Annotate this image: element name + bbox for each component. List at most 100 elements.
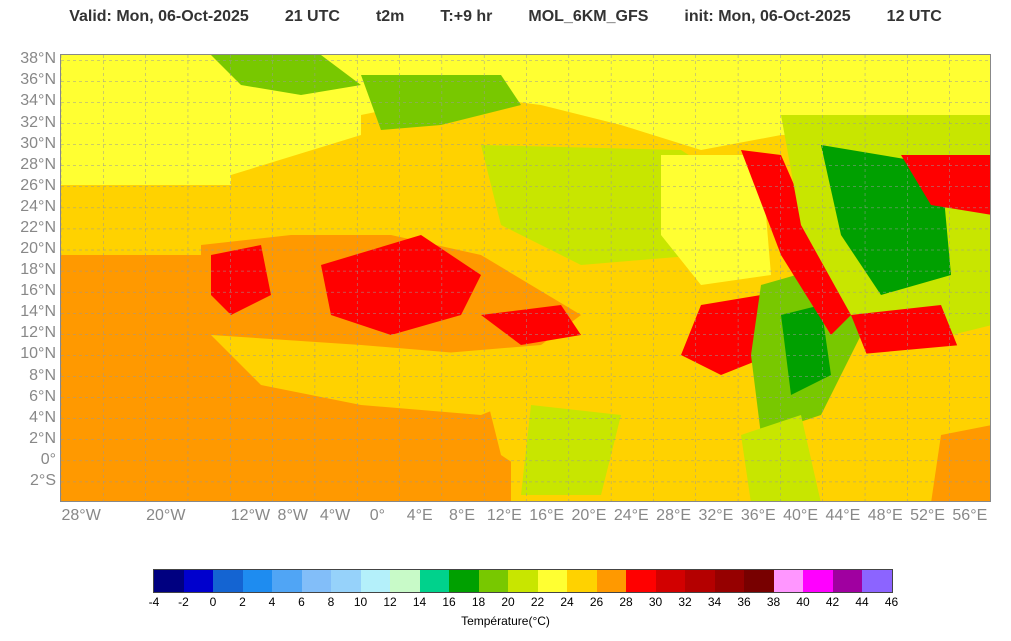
- colorbar-tick-label: 38: [766, 595, 781, 609]
- colorbar-swatch: [213, 570, 243, 592]
- colorbar-tick-label: 30: [648, 595, 663, 609]
- lead-time: T:+9 hr: [440, 8, 493, 25]
- colorbar-swatch: [862, 570, 892, 592]
- colorbar-swatch: [773, 570, 803, 592]
- lat-tick-label: 30°N: [20, 134, 56, 152]
- ethiopian-highlands-cool: [781, 305, 831, 395]
- lon-tick-label: 52°E: [910, 507, 945, 524]
- colorbar-swatch: [567, 570, 597, 592]
- colorbar-tick-label: -2: [178, 595, 189, 609]
- sudan-hot-region: [681, 295, 771, 375]
- colorbar-swatch: [301, 570, 331, 592]
- lat-tick-label: 0°: [40, 450, 56, 468]
- lat-tick-label: 10°N: [20, 345, 56, 363]
- lat-tick-label: 2°N: [29, 429, 56, 447]
- gridlines: [61, 55, 990, 501]
- colorbar-swatch: [744, 570, 774, 592]
- colorbar-tick-label: 26: [589, 595, 604, 609]
- parameter: t2m: [375, 8, 405, 25]
- lat-tick-label: 14°N: [20, 303, 56, 321]
- colorbar-tick-label: 12: [383, 595, 397, 609]
- colorbar-tick-label: 36: [737, 595, 751, 609]
- lon-tick-label: 32°E: [698, 507, 734, 524]
- lat-tick-label: 24°N: [20, 197, 56, 215]
- lat-tick-label: 2°S: [30, 471, 56, 489]
- mali-hot-region: [321, 235, 481, 335]
- lat-tick-label: 18°N: [20, 261, 56, 279]
- lon-tick-label: 44°E: [825, 507, 861, 524]
- colorbar-tick-label: 16: [442, 595, 456, 609]
- colorbar-swatch: [832, 570, 862, 592]
- colorbar-tick-label: 34: [707, 595, 722, 609]
- lon-tick-label: 12°E: [486, 507, 522, 524]
- lon-tick-label: 40°E: [783, 507, 818, 524]
- lon-tick-label: 4°W: [319, 507, 351, 524]
- model-name: MOL_6KM_GFS: [528, 8, 649, 25]
- lat-tick-label: 26°N: [20, 176, 56, 194]
- colorbar-swatch: [154, 570, 184, 592]
- lon-tick-label: 8°W: [277, 507, 308, 524]
- valid-hour: 21 UTC: [284, 8, 340, 25]
- colorbar-swatch: [626, 570, 656, 592]
- congo-basin-region: [521, 405, 621, 495]
- colorbar-title: Température(°C): [461, 614, 550, 628]
- colorbar-swatch: [655, 570, 685, 592]
- colorbar-tick-label: 40: [796, 595, 810, 609]
- west-africa-region: [211, 335, 531, 415]
- valid-time: Valid: Mon, 06-Oct-2025: [69, 8, 249, 25]
- persian-gulf-hot-region: [901, 155, 990, 215]
- colorbar-tick-label: 46: [884, 595, 899, 609]
- lon-tick-label: 12°W: [230, 507, 271, 524]
- colorbar-tick-label: 20: [501, 595, 515, 609]
- colorbar-swatch: [537, 570, 567, 592]
- lat-tick-label: 28°N: [20, 155, 56, 173]
- lon-tick-label: 36°E: [740, 507, 776, 524]
- mauritania-hot-region: [211, 245, 271, 315]
- egypt-region: [661, 155, 771, 285]
- colorbar-swatch: [714, 570, 744, 592]
- lon-tick-label: 20°E: [571, 507, 607, 524]
- lat-tick-label: 34°N: [20, 92, 56, 110]
- colorbar-tick-label: 0: [209, 595, 217, 609]
- colorbar-swatch: [272, 570, 302, 592]
- colorbar-swatch: [390, 570, 420, 592]
- chad-hot-region: [481, 305, 581, 345]
- lat-tick-label: 12°N: [20, 324, 56, 342]
- iberia-region: [211, 55, 361, 95]
- colorbar-tick-label: 10: [353, 595, 368, 609]
- colorbar-tick-label: -4: [148, 595, 160, 609]
- colorbar-tick-label: 32: [678, 595, 692, 609]
- lon-tick-label: 20°W: [146, 507, 186, 524]
- colorbar-tick-label: 44: [855, 595, 869, 609]
- lon-tick-label: 16°E: [529, 507, 565, 524]
- colorbar-swatch: [803, 570, 833, 592]
- colorbar-tick-label: 8: [327, 595, 335, 609]
- colorbar-tick-label: 4: [268, 595, 276, 609]
- lon-tick-label: 0°: [369, 507, 386, 524]
- colorbar-tick-label: 6: [298, 595, 305, 609]
- lat-tick-label: 38°N: [20, 50, 56, 68]
- lat-tick-label: 20°N: [20, 240, 56, 257]
- colorbar-tick-label: 22: [530, 595, 545, 609]
- colorbar-swatch: [331, 570, 361, 592]
- lat-tick-label: 16°N: [20, 282, 56, 300]
- lon-tick-label: 24°E: [613, 507, 649, 524]
- lat-tick-label: 36°N: [20, 71, 56, 89]
- lon-tick-label: 28°E: [656, 507, 692, 524]
- lon-tick-label: 28°W: [61, 507, 101, 524]
- init-hour: 12 UTC: [886, 8, 942, 25]
- temperature-map[interactable]: [60, 54, 991, 502]
- lat-tick-label: 6°N: [29, 387, 56, 405]
- colorbar-swatch: [449, 570, 479, 592]
- colorbar-tick-label: 14: [412, 595, 427, 609]
- map-canvas: [61, 55, 990, 501]
- red-sea-region: [741, 150, 851, 335]
- colorbar-swatch: [242, 570, 272, 592]
- colorbar-swatch: [183, 570, 213, 592]
- colorbar-swatch: [596, 570, 626, 592]
- init-time: init: Mon, 06-Oct-2025: [684, 8, 851, 25]
- lat-tick-label: 22°N: [20, 218, 56, 236]
- colorbar: [153, 569, 893, 593]
- colorbar-tick-label: 42: [825, 595, 840, 609]
- colorbar-swatch: [419, 570, 449, 592]
